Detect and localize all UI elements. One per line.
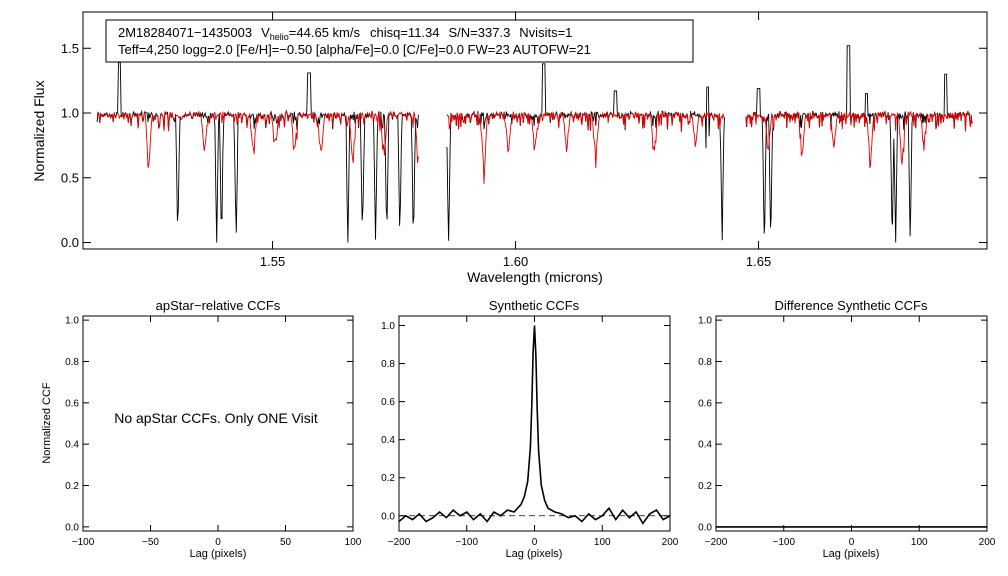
synthetic-ccf-panel: Synthetic CCFs −200 −100 0 100 200 0.0 0.2 0.4 0… [381, 298, 679, 560]
spectrum-frame [82, 11, 988, 250]
apstar-y-tick-label: 1.0 [65, 316, 79, 327]
difference-y-tick-label: 0.0 [698, 522, 712, 533]
synthetic-y-tick-label: 0.0 [381, 511, 395, 522]
synthetic-x-axis-label: Lag (pixels) [506, 548, 563, 560]
apstar-x-axis-label: Lag (pixels) [190, 548, 247, 560]
apstar-y-tick-label: 0.8 [65, 357, 79, 368]
apstar-y-tick-label: 0.6 [65, 398, 79, 409]
spectrum-y-axis-label: Normalized Flux [31, 80, 47, 181]
synthetic-y-tick-label: 1.0 [381, 321, 395, 332]
apstar-x-tick-label: 100 [345, 537, 362, 548]
spectrum-model-line [745, 110, 973, 168]
synthetic-series [398, 325, 671, 525]
difference-y-tick-label: 0.2 [698, 481, 712, 492]
synthetic-y-tick-label: 0.4 [381, 435, 395, 446]
spectrum-y-tick-label: 1.0 [61, 106, 79, 121]
spectrum-info-line1: 2M18284071−1435003 Vhelio=44.65 km/s chisq… [118, 25, 572, 42]
apstar-title: apStar−relative CCFs [156, 298, 281, 313]
difference-y-tick-label: 0.6 [698, 398, 712, 409]
synthetic-y-tick-label: 0.6 [381, 397, 395, 408]
ccf-y-axis-label: Normalized CCF [41, 382, 53, 464]
apstar-y-tick-label: 0.4 [65, 440, 79, 451]
spectrum-x-axis-label: Wavelength (microns) [467, 269, 603, 285]
apstar-x-tick-label: −50 [142, 537, 159, 548]
spectrum-info-line2: Teff=4,250 logg=2.0 [Fe/H]=−0.50 [alpha/… [118, 42, 591, 57]
synthetic-y-tick-label: 0.8 [381, 359, 395, 370]
difference-y-tick-label: 0.4 [698, 440, 712, 451]
spectrum-info-box [105, 19, 694, 63]
difference-ccf-panel: Difference Synthetic CCFs −200 −100 0 100 20… [698, 298, 996, 560]
difference-x-tick-label: −200 [705, 537, 728, 548]
spectrum-x-tick-label: 1.55 [260, 254, 285, 269]
chisq-value: chisq=11.34 [370, 25, 440, 40]
difference-x-tick-label: 0 [849, 537, 855, 548]
snr-value: S/N=337.3 [449, 25, 511, 40]
difference-x-tick-label: 200 [979, 537, 996, 548]
difference-title: Difference Synthetic CCFs [775, 298, 928, 313]
star-id: 2M18284071−1435003 [118, 25, 252, 40]
difference-x-tick-label: 100 [911, 537, 928, 548]
apstar-ticks: −100 −50 0 50 100 0.0 0.2 0.4 0.6 0.8 1.0 [65, 316, 362, 548]
nvisits-value: Nvisits=1 [519, 25, 572, 40]
spectrum-model-line [446, 110, 725, 184]
synthetic-x-tick-label: 200 [662, 537, 679, 548]
apstar-message: No apStar CCFs. Only ONE Visit [114, 410, 318, 426]
synthetic-x-tick-label: 100 [594, 537, 611, 548]
vhelio-label: V [261, 25, 270, 40]
synthetic-title: Synthetic CCFs [489, 298, 580, 313]
spectrum-ticks: 1.55 1.60 1.65 0.0 0.5 1.0 1.5 [61, 12, 987, 269]
difference-ticks: −200 −100 0 100 200 0.0 0.2 0.4 0.6 0.8 1.0 [698, 316, 996, 548]
difference-y-tick-label: 0.8 [698, 357, 712, 368]
spectrum-model-line [96, 110, 419, 168]
difference-y-tick-label: 1.0 [698, 316, 712, 327]
difference-x-axis-label: Lag (pixels) [823, 548, 880, 560]
spectrum-x-tick-label: 1.60 [503, 254, 528, 269]
apstar-x-tick-label: 0 [215, 537, 221, 548]
spectrum-y-tick-label: 0.5 [61, 170, 79, 185]
apstar-y-tick-label: 0.2 [65, 481, 79, 492]
synthetic-x-tick-label: −100 [455, 537, 478, 548]
synthetic-y-tick-label: 0.2 [381, 473, 395, 484]
vhelio-subscript: helio [270, 32, 289, 42]
synthetic-ccf-line [398, 325, 671, 525]
apstar-ccf-panel: apStar−relative CCFs No apStar CCFs. Onl… [41, 298, 362, 560]
spectrum-series [96, 45, 973, 243]
spectrum-y-tick-label: 0.0 [61, 235, 79, 250]
difference-x-tick-label: −100 [772, 537, 795, 548]
apstar-x-tick-label: 50 [280, 537, 292, 548]
apstar-y-tick-label: 0.0 [65, 522, 79, 533]
spectrum-panel: 1.55 1.60 1.65 0.0 0.5 1.0 1.5 2M18284071−1435… [31, 11, 988, 285]
vhelio-value: =44.65 km/s [289, 25, 361, 40]
synthetic-x-tick-label: −200 [388, 537, 411, 548]
apstar-x-tick-label: −100 [72, 537, 95, 548]
synthetic-ticks: −200 −100 0 100 200 0.0 0.2 0.4 0.6 0.8 1.0 [381, 316, 679, 548]
spectrum-x-tick-label: 1.65 [746, 254, 771, 269]
spectrum-y-tick-label: 1.5 [61, 41, 79, 56]
synthetic-x-tick-label: 0 [532, 537, 538, 548]
